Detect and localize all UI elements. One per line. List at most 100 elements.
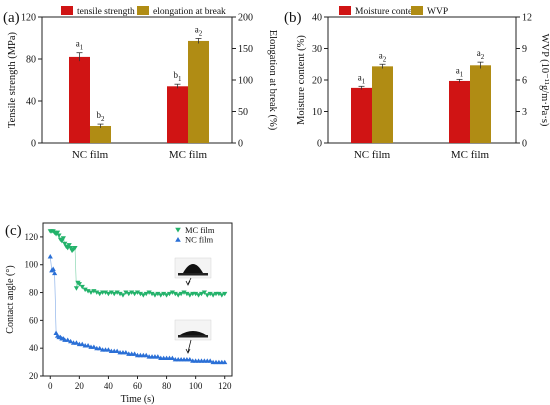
significance-label-letter: b [97,110,102,120]
data-point [73,340,80,345]
data-point [210,293,216,298]
data-point [131,291,138,297]
significance-label: a2 [195,24,203,37]
data-point [79,341,85,347]
significance-label-subscript: 1 [460,70,464,78]
data-point [216,291,222,297]
legend-swatch [339,6,351,15]
y-right-tick-label: 100 [238,76,253,87]
legend-swatch [411,6,423,15]
significance-label-letter: a [76,39,80,49]
data-point [123,290,129,295]
y-axis-label: Moisture content (%) [296,35,307,125]
bar-elongation-at-break [188,40,209,143]
data-point [120,293,126,298]
data-point [85,289,91,294]
data-point [193,291,199,297]
y-right-tick-label: 200 [238,13,253,24]
y-tick-label: 120 [25,232,39,242]
data-point [175,293,181,298]
significance-label: a1 [358,72,366,85]
data-point [181,290,187,295]
y-right-tick-label: 150 [238,44,253,55]
y-right-tick-label: 0 [522,139,527,150]
data-point [97,345,103,351]
data-point [88,290,94,295]
data-point [155,354,161,359]
significance-label: b2 [97,110,106,123]
bar-tensile-strength [69,56,90,143]
data-point [201,290,207,295]
data-point [105,291,112,297]
data-point [178,291,184,297]
y-tick-label: 40 [29,343,39,353]
data-point [155,291,161,297]
data-point [143,352,149,358]
data-point [94,290,100,295]
droplet-substrate [178,273,208,276]
data-point [161,291,167,297]
significance-label-subscript: 1 [178,75,182,83]
nc-droplet-inset [174,319,212,354]
data-point [207,291,213,297]
significance-label: a2 [477,48,485,61]
category-label: NC film [354,149,391,161]
mc-droplet-inset [174,257,212,286]
category-label: MC film [451,149,490,161]
data-point [152,293,158,298]
data-point [111,291,117,297]
significance-label-subscript: 2 [199,29,203,37]
droplet-shape [183,264,203,273]
data-point [187,356,193,362]
x-tick-label: 0 [48,381,53,391]
x-tick-label: 60 [133,381,143,391]
y-right-axis-label: Elongation at break (%) [267,30,278,131]
y-tick-label: 10 [312,107,322,118]
y-right-tick-label: 6 [522,76,527,87]
y-right-tick-label: 12 [522,13,532,24]
y-tick-label: 80 [29,288,39,298]
data-point [163,293,170,298]
legend: tensile strength elongation at break [61,6,226,17]
data-point [143,291,149,297]
category-label: MC film [169,149,208,161]
legend-label: WVP [427,7,448,17]
x-tick-label: 20 [75,381,85,391]
y-tick-label: 0 [31,139,36,150]
data-point [172,291,178,297]
data-point [166,291,173,297]
data-point [60,236,66,241]
droplet-shape [180,331,206,335]
x-tick-label: 80 [162,381,172,391]
significance-label-subscript: 2 [481,53,485,61]
data-point [102,290,109,295]
data-point [134,290,141,295]
data-point [137,291,144,297]
data-point [79,284,85,290]
legend: Moisture content WVP [339,6,448,17]
significance-label-subscript: 2 [101,115,105,123]
data-point [204,293,210,298]
y-tick-label: 20 [29,371,39,381]
y-tick-label: 0 [317,139,322,150]
data-point [117,291,123,297]
data-point [73,286,80,291]
data-point [108,290,114,295]
data-point [149,291,155,297]
bar-moisture-content [351,87,372,143]
significance-label-letter: a [379,50,383,60]
data-point [195,293,202,298]
data-point [97,291,103,297]
bar-elongation-at-break [90,125,111,143]
legend-label: NC film [185,235,213,245]
legend-swatch [137,6,149,15]
droplet-arrow [187,339,192,353]
data-point [184,291,190,297]
data-point [52,270,58,276]
legend-swatch [61,6,73,15]
droplet-arrowhead [185,280,191,286]
significance-label-letter: a [456,65,460,75]
